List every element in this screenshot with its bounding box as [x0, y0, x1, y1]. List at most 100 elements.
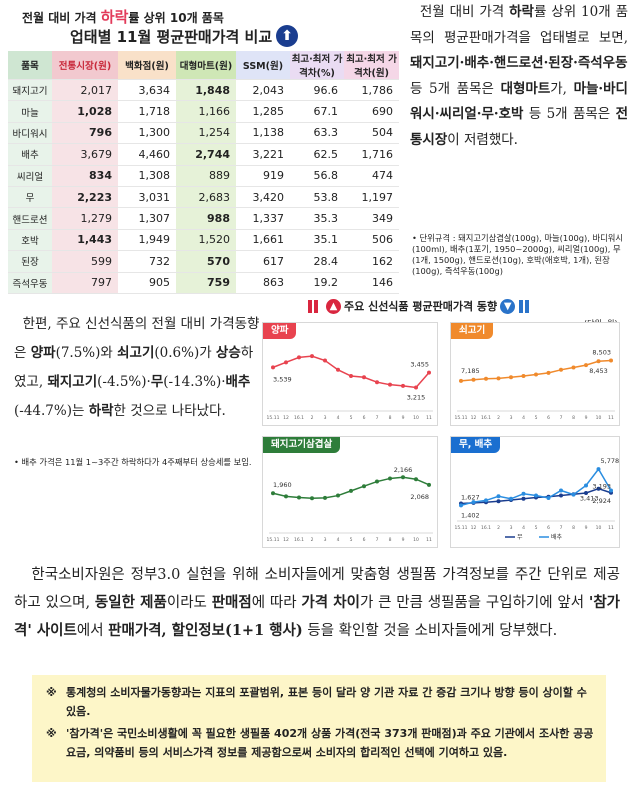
data-point	[584, 490, 588, 495]
table-row: 즉석우동 797 905 759 863 19.2 146	[8, 272, 399, 294]
data-point	[336, 367, 340, 372]
trend-paragraph: 한편, 주요 신선식품의 전월 대비 가격동향은 양파(7.5%)와 쇠고기(0…	[14, 316, 260, 419]
x-tick-label: 3	[510, 525, 513, 531]
data-point	[310, 496, 314, 501]
data-label: 3,455	[410, 361, 429, 369]
price-cell: 2,744	[176, 143, 236, 166]
price-cell: 1,028	[52, 100, 118, 123]
x-tick-label: 4	[522, 415, 525, 421]
x-tick-label: 7	[560, 525, 563, 531]
x-tick-label: 16.1	[481, 415, 491, 421]
chart-title: 양파	[263, 323, 297, 339]
price-cell: 474	[372, 169, 393, 183]
x-tick-label: 2	[311, 415, 314, 421]
x-tick-label: 3	[324, 537, 327, 543]
price-cell: 2,043	[252, 83, 285, 97]
data-point	[546, 370, 551, 375]
radish-cabbage-chart: 무, 배추 15.11 12 16.1 2 3 4 5 6 7 8 9 10 11 1,627 1,402 5,…	[450, 436, 620, 548]
data-point	[271, 365, 275, 370]
price-cell: 35.3	[313, 212, 339, 226]
right-paragraph: 전월 대비 가격 하락률 상위 10개 품목의 평균판매가격을 업태별로 보면,…	[410, 4, 628, 148]
x-tick-label: 10	[596, 415, 602, 421]
data-point	[349, 374, 353, 378]
table-row: 마늘 1,028 1,718 1,166 1,285 67.1 690	[8, 100, 399, 123]
x-tick-label: 15.11	[267, 415, 280, 421]
note-item: ※ '참가격'은 국민소비생활에 꼭 필요한 생필품 402개 상품 가격(전국 …	[46, 727, 594, 759]
price-cell: 3,634	[138, 83, 171, 97]
price-cell: 506	[372, 233, 393, 247]
x-tick-label: 10	[413, 415, 419, 421]
x-tick-label: 11	[608, 415, 614, 421]
price-cell: 1,848	[176, 79, 236, 101]
legend-label: 배추	[551, 533, 563, 541]
data-point	[459, 378, 463, 383]
price-cell: 3,420	[252, 190, 285, 204]
x-tick-label: 16.1	[294, 415, 304, 421]
price-cell: 834	[52, 165, 118, 187]
pork-chart: 돼지고기삼겹살 15.11 12 16.1 2 3 4 5 6 7 8 9 10 11 1,960 2,166…	[262, 436, 438, 548]
price-cell: 96.6	[313, 83, 339, 97]
price-cell: 162	[372, 254, 393, 268]
cabbage-note: • 배추 가격은 11월 1~3주간 하락하다가 4주째부터 상승세를 보임.	[14, 457, 252, 467]
data-point	[323, 358, 327, 363]
x-tick-label: 12	[471, 415, 477, 421]
table-row: 돼지고기 2,017 3,634 1,848 2,043 96.6 1,786	[8, 79, 399, 101]
item-name-cell: 된장	[8, 250, 52, 273]
data-label: 3,193	[592, 483, 611, 491]
price-cell: 56.8	[313, 169, 339, 183]
series-line	[272, 476, 430, 500]
price-cell: 1,285	[252, 105, 285, 119]
chart-svg: 15.11 12 16.1 2 3 4 5 6 7 8 9 10 11 7,185 8,453 8,503	[455, 348, 615, 421]
price-cell: 504	[372, 126, 393, 140]
data-point	[375, 479, 379, 484]
chart-title: 무, 배추	[451, 437, 501, 453]
onion-chart: 양파 15.11 12 16.1 2 3 4 5 6 7 8 9 10 11 3,539 3,215 3,455	[262, 322, 438, 426]
data-point	[401, 475, 405, 480]
x-tick-label: 2	[497, 415, 500, 421]
price-cell: 1,718	[138, 105, 171, 119]
data-point	[414, 477, 418, 482]
x-tick-label: 11	[426, 415, 432, 421]
data-point	[584, 363, 588, 368]
title-bar-decoration	[308, 299, 312, 313]
data-point	[484, 376, 488, 381]
price-cell: 905	[149, 276, 170, 290]
price-cell: 1,716	[361, 147, 394, 161]
data-point	[271, 491, 275, 496]
price-cell: 1,197	[361, 190, 394, 204]
legend-label: 무	[517, 534, 523, 541]
price-cell: 919	[263, 169, 284, 183]
item-name-cell: 핸드로션	[8, 207, 52, 230]
table-row: 바디워시 796 1,300 1,254 1,138 63.3 504	[8, 122, 399, 144]
data-point	[546, 495, 551, 500]
down-arrow-icon: ▼	[500, 298, 516, 314]
x-tick-label: 8	[572, 415, 575, 421]
x-tick-label: 10	[596, 525, 602, 531]
data-point	[471, 377, 476, 382]
x-tick-label: 11	[426, 537, 432, 543]
title-bar-decoration	[525, 299, 530, 313]
data-point	[559, 367, 563, 372]
price-cell: 2,223	[52, 186, 118, 208]
x-tick-label: 11	[608, 525, 614, 531]
title-bar-decoration	[314, 299, 318, 313]
data-point	[521, 496, 526, 501]
data-point	[571, 365, 576, 370]
price-cell: 1,443	[52, 229, 118, 251]
price-cell: 1,520	[176, 229, 236, 251]
data-point	[297, 495, 301, 500]
table-row: 무 2,223 3,031 2,683 3,420 53.8 1,197	[8, 186, 399, 208]
price-cell: 3,221	[252, 147, 285, 161]
table-row: 호박 1,443 1,949 1,520 1,661 35.1 506	[8, 229, 399, 251]
price-cell: 19.2	[313, 276, 339, 290]
price-cell: 62.5	[313, 147, 339, 161]
table-row: 배추 3,679 4,460 2,744 3,221 62.5 1,716	[8, 143, 399, 166]
item-name-cell: 호박	[8, 229, 52, 251]
data-point	[534, 493, 538, 498]
price-cell: 4,460	[138, 147, 171, 161]
x-tick-label: 5	[350, 415, 353, 421]
data-point	[534, 372, 538, 377]
data-point	[596, 467, 601, 472]
data-point	[509, 375, 513, 380]
note-item: ※ 통계청의 소비자물가동향과는 지표의 포괄범위, 표본 등이 달라 양 기관 …	[46, 686, 587, 718]
